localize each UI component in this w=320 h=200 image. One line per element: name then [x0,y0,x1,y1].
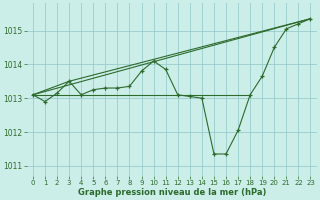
X-axis label: Graphe pression niveau de la mer (hPa): Graphe pression niveau de la mer (hPa) [77,188,266,197]
